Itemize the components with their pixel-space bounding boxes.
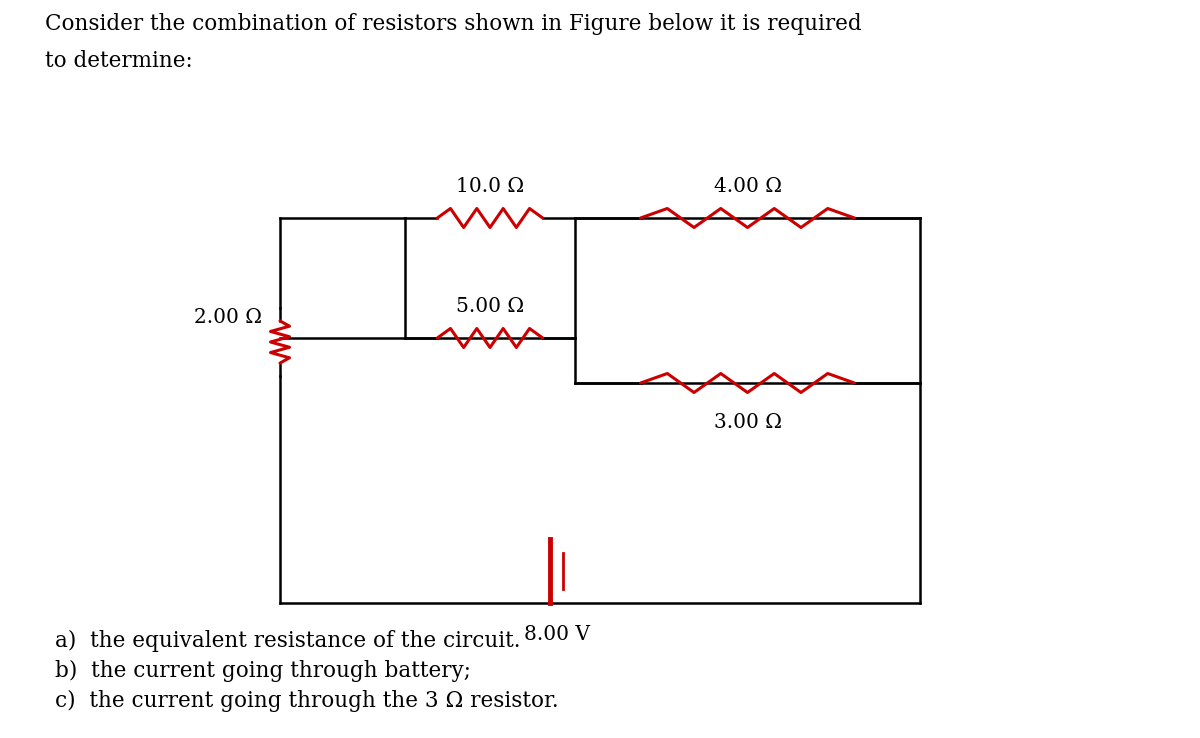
Text: b)  the current going through battery;: b) the current going through battery;	[55, 660, 470, 682]
Text: Consider the combination of resistors shown in Figure below it is required: Consider the combination of resistors sh…	[46, 13, 862, 35]
Text: c)  the current going through the 3 Ω resistor.: c) the current going through the 3 Ω res…	[55, 690, 559, 712]
Text: to determine:: to determine:	[46, 50, 193, 72]
Text: 5.00 Ω: 5.00 Ω	[456, 297, 524, 316]
Text: 10.0 Ω: 10.0 Ω	[456, 177, 524, 196]
Text: 3.00 Ω: 3.00 Ω	[714, 413, 781, 432]
Text: 8.00 V: 8.00 V	[523, 625, 589, 644]
Text: a)  the equivalent resistance of the circuit.: a) the equivalent resistance of the circ…	[55, 630, 521, 652]
Text: 4.00 Ω: 4.00 Ω	[714, 177, 781, 196]
Text: 2.00 Ω: 2.00 Ω	[194, 308, 262, 327]
